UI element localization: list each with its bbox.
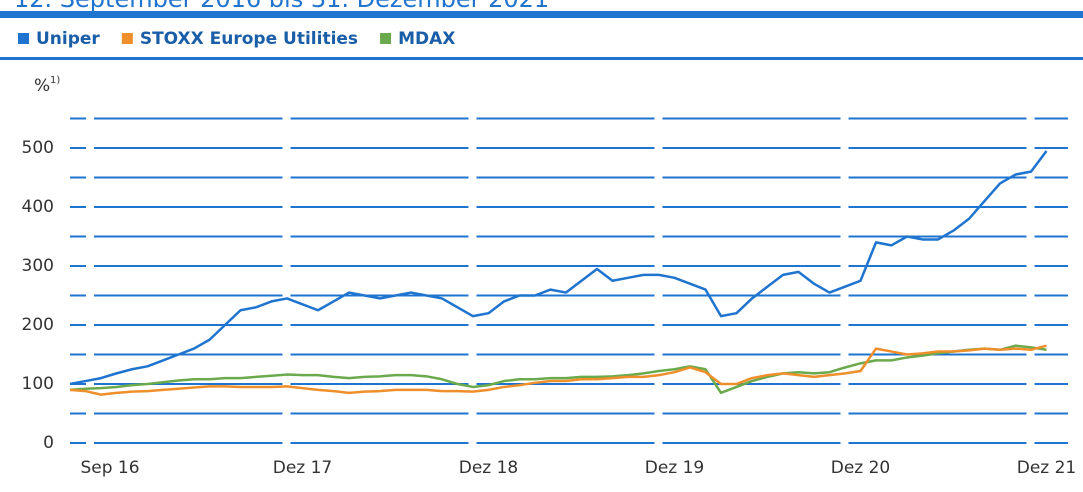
- x-tick-label: Dez 17: [273, 458, 333, 478]
- y-tick-label: 500: [22, 138, 54, 158]
- x-tick-label: Dez 19: [645, 458, 705, 478]
- y-tick-label: 300: [22, 256, 54, 276]
- legend-swatch: [18, 33, 29, 44]
- legend-rule: [0, 57, 1083, 60]
- legend-swatch: [380, 33, 392, 44]
- y-tick-label: 100: [22, 374, 54, 394]
- line-series: [69, 344, 1047, 395]
- y-tick-label: 0: [43, 433, 54, 453]
- line-series: [69, 150, 1048, 386]
- x-tick-label: Dez 21: [1017, 458, 1077, 478]
- legend-label: Uniper: [36, 29, 100, 49]
- y-tick-label: 400: [22, 197, 54, 217]
- chart-title: 12. September 2016 bis 31. Dezember 2021: [14, 0, 549, 13]
- line-series: [69, 344, 1047, 396]
- y-axis-label: %: [34, 76, 50, 96]
- legend-label: STOXX Europe Utilities: [140, 29, 358, 49]
- x-tick-label: Sep 16: [80, 458, 139, 478]
- x-tick-label: Dez 18: [459, 458, 519, 478]
- legend-swatch: [121, 33, 133, 44]
- y-tick-label: 200: [22, 315, 54, 335]
- x-tick-label: Dez 20: [831, 458, 891, 478]
- title-rule: [0, 11, 1083, 18]
- legend-label: MDAX: [398, 29, 455, 49]
- y-axis-note: 1): [50, 75, 60, 86]
